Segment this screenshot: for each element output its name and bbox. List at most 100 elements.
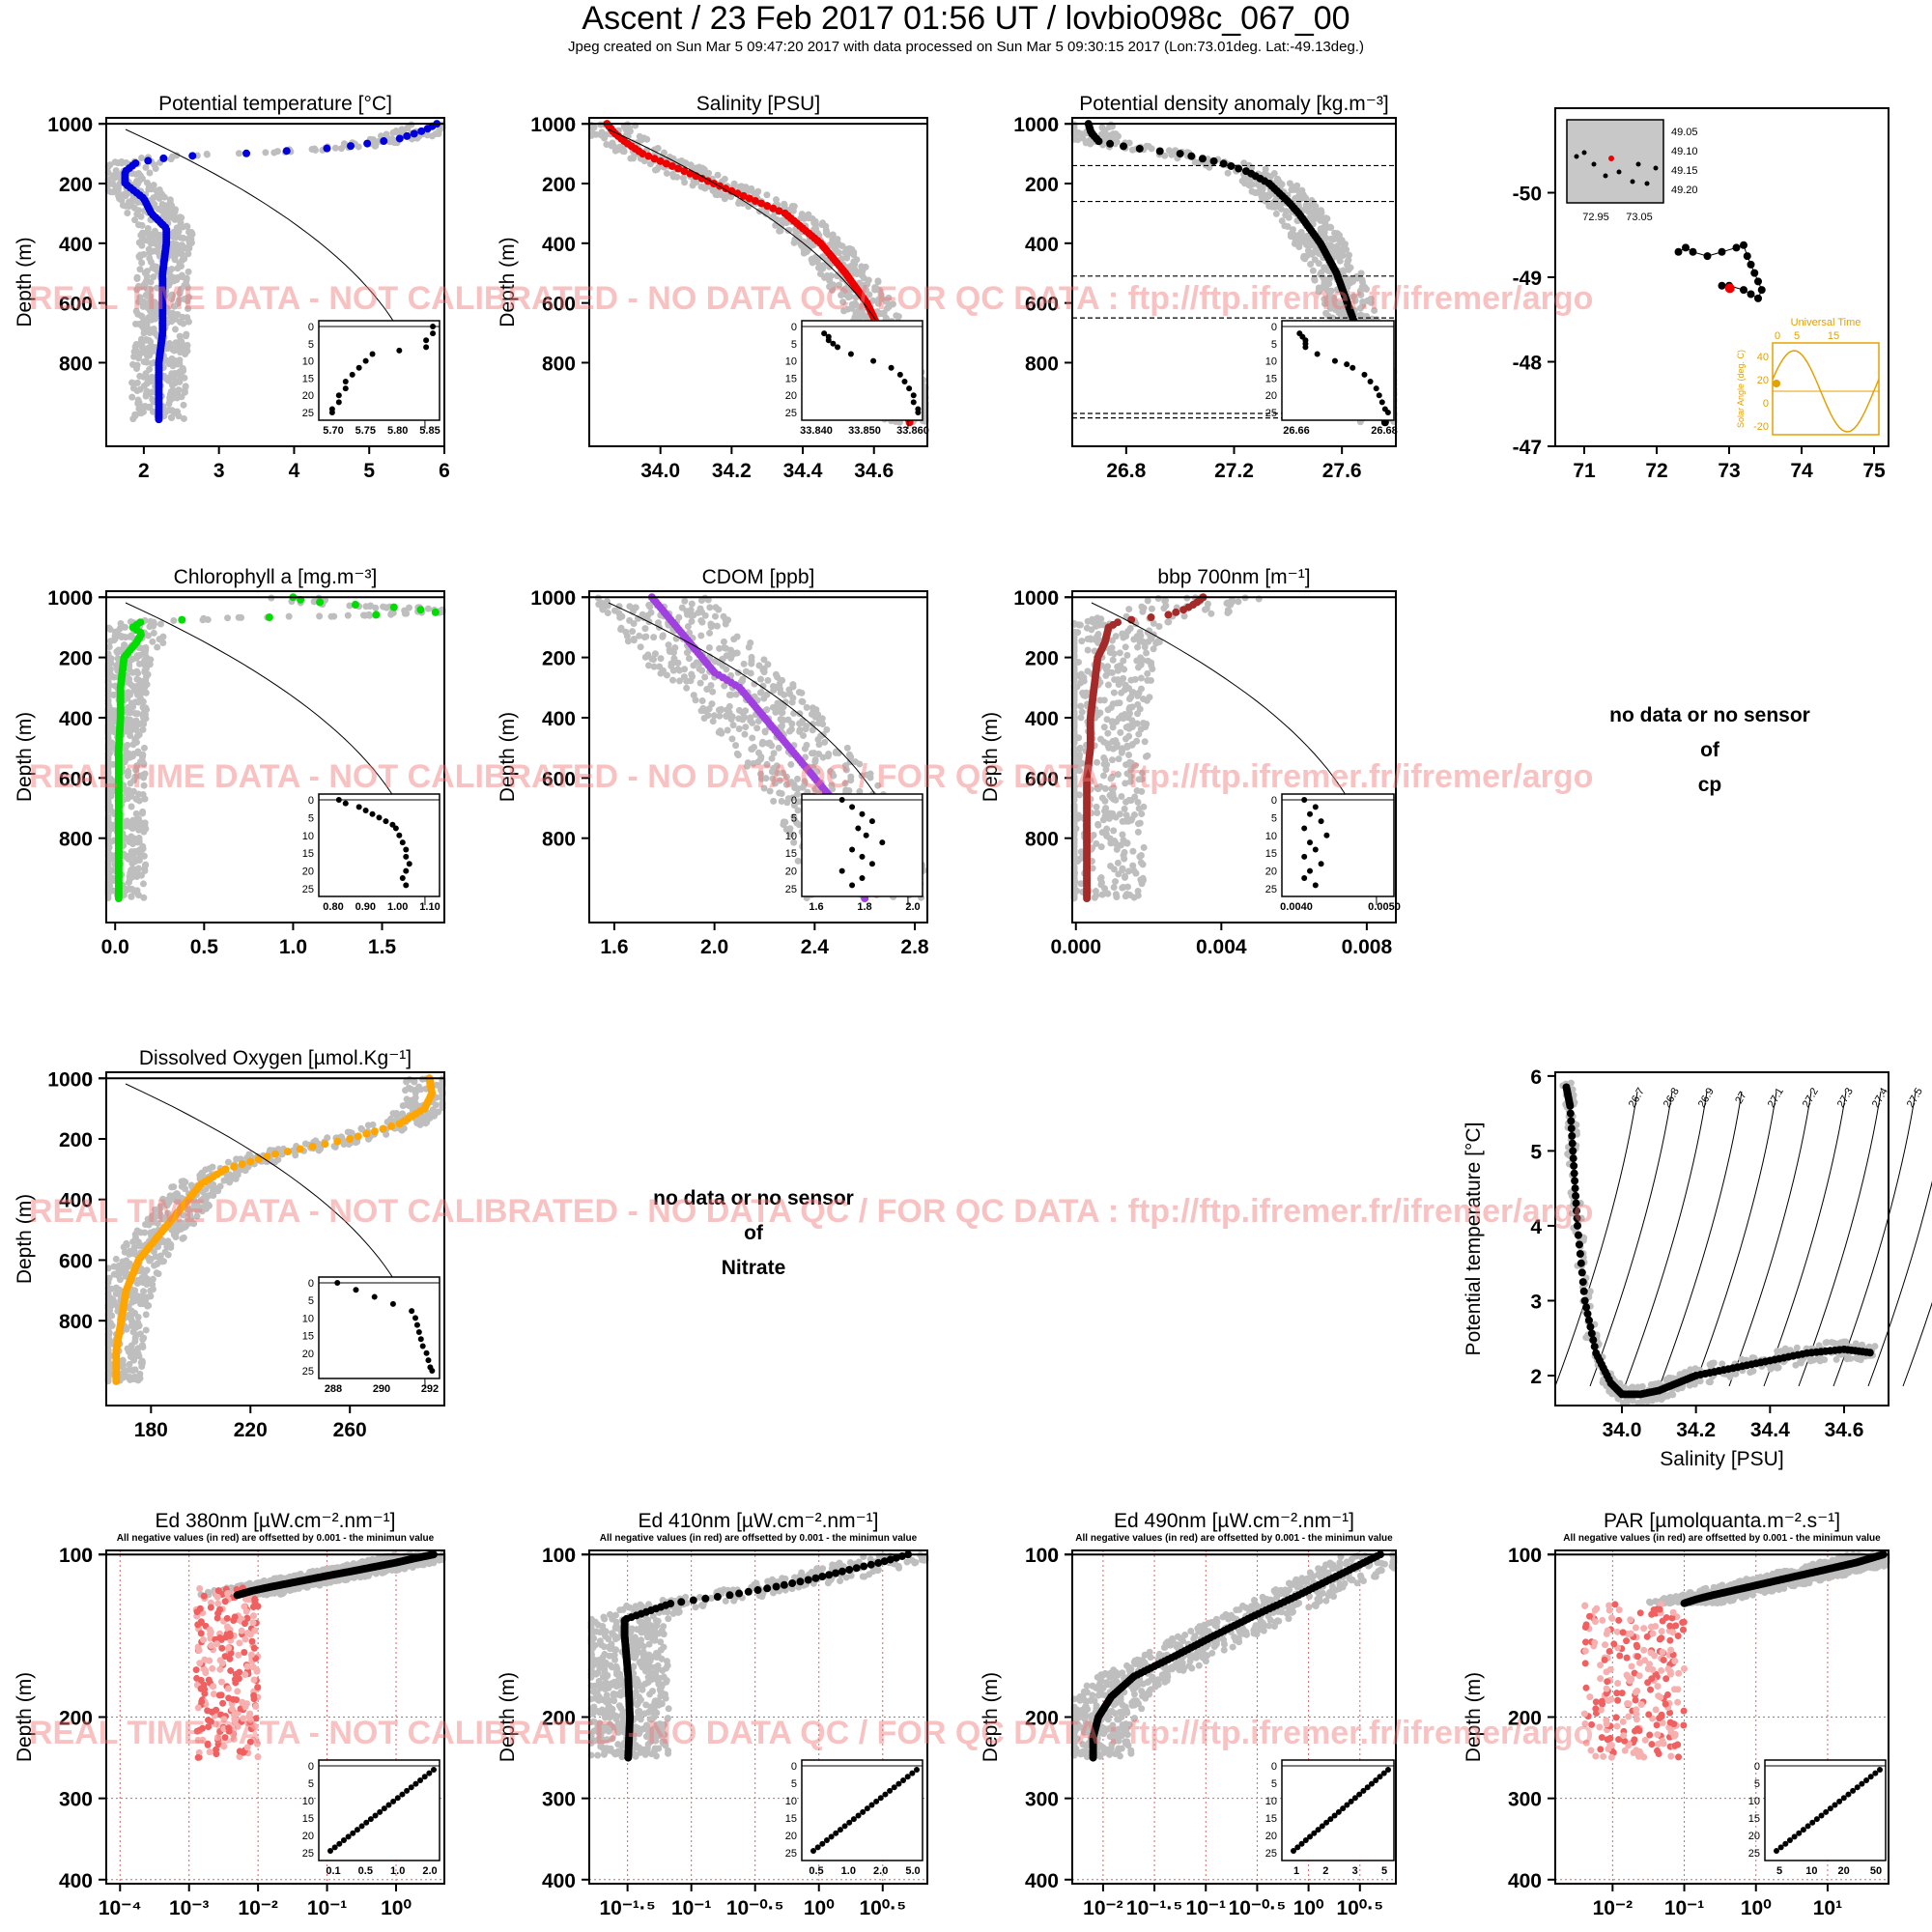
dens-history-point xyxy=(1371,306,1378,314)
cdom-inset-point xyxy=(879,839,886,846)
cdom-history-point xyxy=(708,700,716,708)
sal-ytick-label: 600 xyxy=(542,294,576,316)
cdom-title: CDOM [ppb] xyxy=(702,566,815,588)
chla-history-point xyxy=(123,789,130,797)
cdom-history-point xyxy=(659,633,667,640)
dens-inset-point xyxy=(1367,378,1374,384)
temp-history-point xyxy=(183,222,190,230)
temp-inset-xtick-label: 5.85 xyxy=(419,425,440,437)
chla-history-point xyxy=(141,711,149,719)
sal-inset-point xyxy=(896,371,903,378)
sal-inset-point xyxy=(910,399,917,406)
cdom-history-point xyxy=(747,714,754,722)
bbp-history-point xyxy=(1084,617,1092,625)
dens-data-point xyxy=(1198,155,1207,163)
bbp-history-point xyxy=(1100,724,1108,731)
bbp-history-point xyxy=(1137,859,1145,867)
cdom-history-point xyxy=(770,797,778,805)
cdom-xtick-label: 2.0 xyxy=(700,936,728,958)
chla-history-point xyxy=(127,885,134,893)
cdom-history-point xyxy=(768,768,776,776)
chla-history-point xyxy=(132,888,140,895)
cdom-inset-point xyxy=(849,804,856,810)
chla-history-point xyxy=(139,880,147,888)
chla-history-point xyxy=(108,874,116,882)
temp-data-point xyxy=(410,129,418,138)
bbp-history-point xyxy=(1094,711,1102,719)
chla-history-point xyxy=(133,668,141,675)
bbp-history-point xyxy=(1144,597,1151,605)
chla-history-point xyxy=(124,725,131,733)
sal-history-point xyxy=(800,246,808,254)
temp-history-point xyxy=(170,277,178,285)
dens-history-point xyxy=(1273,176,1281,184)
temp-history-point xyxy=(375,137,383,145)
chla-inset-point xyxy=(376,814,383,821)
chla-inset-point xyxy=(403,846,410,853)
sal-inset-ytick-label: 15 xyxy=(785,373,797,384)
temp-frame xyxy=(105,117,445,447)
chla-inset-point xyxy=(355,804,362,810)
bbp-history-point xyxy=(1084,646,1092,654)
cdom-history-point xyxy=(739,675,747,683)
chla-history-point xyxy=(159,633,167,640)
bbp-history-point xyxy=(1165,618,1173,626)
dens-history-point xyxy=(1338,237,1346,244)
sal-inset-ytick-label: 10 xyxy=(785,356,797,368)
chla-ytick-label: 400 xyxy=(59,708,93,730)
chla-history-point xyxy=(140,894,148,901)
chla-history-point xyxy=(170,616,178,624)
sal-history-point xyxy=(763,191,771,199)
sal-ytick-label: 200 xyxy=(542,174,576,196)
dens-history-point xyxy=(1333,244,1341,252)
sal-history-point xyxy=(836,281,843,289)
chla-history-point xyxy=(126,633,133,640)
dens-history-point xyxy=(1272,196,1280,204)
cdom-ylabel: Depth (m) xyxy=(497,712,519,802)
figure-subtitle: Jpeg created on Sun Mar 5 09:47:20 2017 … xyxy=(568,39,1364,55)
bbp-history-point xyxy=(1096,875,1104,883)
sal-xtick-label: 34.4 xyxy=(783,460,823,482)
temp-history-point xyxy=(145,183,153,190)
cdom-history-point xyxy=(685,655,693,663)
chla-inset-ytick-label: 20 xyxy=(302,867,314,878)
bbp-history-point xyxy=(1102,830,1110,838)
chla-inset-point xyxy=(335,797,342,803)
temp-history-point xyxy=(146,237,154,244)
dens-history-point xyxy=(1145,143,1152,151)
chla-xtick-label: 0.0 xyxy=(101,936,129,958)
cdom-history-point xyxy=(728,713,736,721)
bbp-history-point xyxy=(1112,878,1120,886)
temp-history-point xyxy=(166,196,174,204)
cdom-history-point xyxy=(762,775,770,782)
cdom-ytick-label: 600 xyxy=(542,768,576,790)
cdom-history-point xyxy=(707,681,715,689)
temp-history-point xyxy=(133,274,141,282)
temp-xtick-label: 2 xyxy=(138,460,150,482)
cdom-history-point xyxy=(847,773,855,781)
temp-data-point xyxy=(242,149,251,157)
temp-inset-ytick-label: 15 xyxy=(302,373,314,384)
bbp-history-point xyxy=(1114,859,1122,867)
temp-history-point xyxy=(173,152,181,159)
dens-history-point xyxy=(1308,197,1316,205)
dens-data-point xyxy=(1176,150,1184,158)
bbp-history-point xyxy=(1110,689,1118,696)
temp-history-point xyxy=(168,296,176,303)
bbp-history-point xyxy=(1149,665,1156,672)
dens-history-point xyxy=(1224,169,1232,177)
cdom-history-point xyxy=(732,649,740,657)
bbp-history-point xyxy=(1125,705,1133,713)
sal-inset-xtick-label: 33.850 xyxy=(848,425,881,437)
temp-inset-point xyxy=(430,324,437,329)
bbp-history-point xyxy=(1141,738,1149,746)
chla-history-point xyxy=(126,675,133,683)
sal-history-point xyxy=(693,164,700,172)
bbp-history-point xyxy=(1127,759,1135,767)
temp-inset-ytick-label: 25 xyxy=(302,408,314,419)
dens-history-point xyxy=(1307,261,1315,269)
temp-inset-point xyxy=(362,357,369,364)
bbp-history-point xyxy=(1109,745,1117,753)
dens-history-point xyxy=(1087,140,1094,148)
cdom-history-point xyxy=(841,762,849,770)
